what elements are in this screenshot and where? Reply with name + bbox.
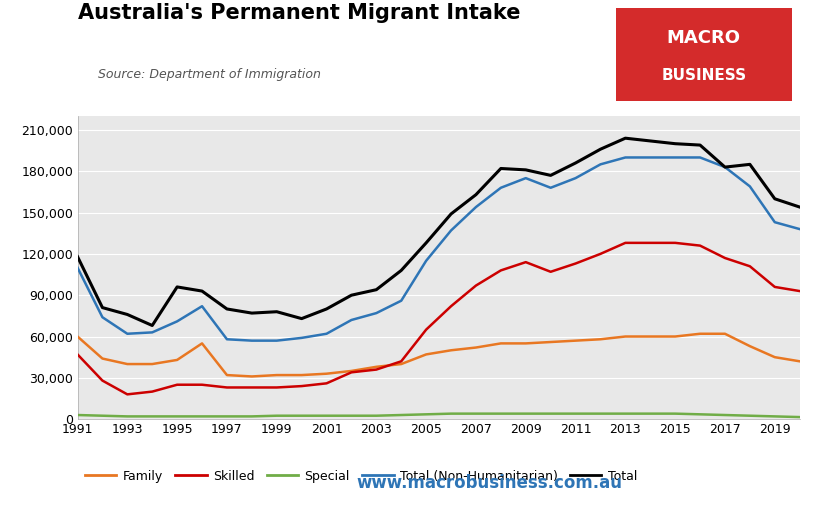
Text: Source: Department of Immigration: Source: Department of Immigration (98, 68, 321, 81)
Text: MACRO: MACRO (667, 29, 741, 47)
Text: www.macrobusiness.com.au: www.macrobusiness.com.au (357, 474, 623, 492)
Legend: Family, Skilled, Special, Total (Non-Humanitarian), Total: Family, Skilled, Special, Total (Non-Hum… (80, 465, 642, 488)
Text: Australia's Permanent Migrant Intake: Australia's Permanent Migrant Intake (78, 3, 520, 23)
Text: BUSINESS: BUSINESS (661, 68, 747, 83)
